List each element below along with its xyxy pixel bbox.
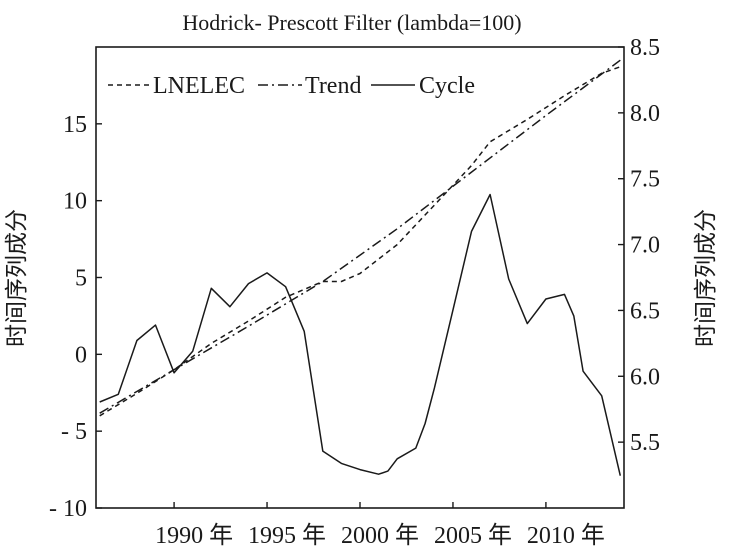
x-tick-label: 2010 年 xyxy=(527,522,605,549)
x-tick-label: 2005 年 xyxy=(434,522,512,549)
x-tick-label: 1990 年 xyxy=(155,522,233,549)
left-tick-label: 5 xyxy=(75,266,87,292)
series-layer xyxy=(99,59,622,476)
right-tick-label: 6.5 xyxy=(630,298,660,324)
series-line-cycle xyxy=(99,193,622,476)
left-tick-label: - 5 xyxy=(61,419,87,445)
left-tick-label: 15 xyxy=(63,112,87,138)
x-tick-label: 1995 年 xyxy=(248,522,326,549)
right-tick-label: 8.0 xyxy=(630,101,660,127)
right-tick-label: 7.5 xyxy=(630,167,660,193)
x-axis: 1990 年 1995 年 2000 年 2005 年 2010 年 xyxy=(155,502,605,549)
right-tick-label: 5.5 xyxy=(630,430,660,456)
left-y-axis: 15 10 5 0 - 5 - 10 xyxy=(49,112,102,522)
right-y-axis: 8.5 8.0 7.5 7.0 6.5 6.0 5.5 xyxy=(618,35,660,456)
left-tick-label: 10 xyxy=(63,189,87,215)
legend-label-lnelec: LNELEC xyxy=(153,73,245,99)
legend: LNELEC Trend Cycle xyxy=(108,73,475,99)
left-y-axis-label: 时间序列成分 xyxy=(4,209,29,347)
right-tick-label: 7.0 xyxy=(630,233,660,259)
series-line-lnelec xyxy=(99,66,621,417)
series-line-trend xyxy=(99,59,621,414)
left-tick-label: - 10 xyxy=(49,496,87,522)
legend-label-trend: Trend xyxy=(305,73,361,99)
right-tick-label: 6.0 xyxy=(630,364,660,390)
right-tick-label: 8.5 xyxy=(630,35,660,61)
left-tick-label: 0 xyxy=(75,342,87,368)
right-y-axis-label: 时间序列成分 xyxy=(693,209,718,347)
legend-label-cycle: Cycle xyxy=(419,73,475,99)
chart-title: Hodrick- Prescott Filter (lambda=100) xyxy=(182,10,521,35)
x-tick-label: 2000 年 xyxy=(341,522,419,549)
